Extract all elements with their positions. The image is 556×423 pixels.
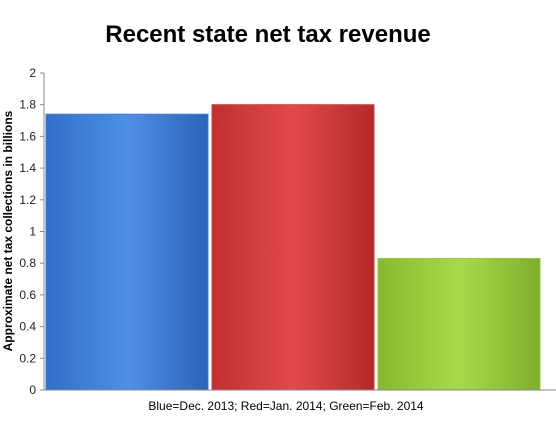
y-tick-label: 0.8 [19, 256, 36, 270]
y-tick-label: 2 [29, 66, 36, 80]
y-tick-label: 0.2 [19, 351, 36, 365]
y-tick-label: 0 [29, 383, 36, 397]
y-tick-label: 1.6 [19, 129, 36, 143]
y-tick-label: 0.6 [19, 288, 36, 302]
bars [45, 104, 541, 391]
y-axis-label: Approximate net tax collections in billi… [1, 110, 15, 351]
y-tick-label: 1.8 [19, 98, 36, 112]
bar-2 [377, 257, 541, 391]
bar-1 [211, 104, 375, 391]
y-tick-label: 1.2 [19, 193, 36, 207]
y-tick-label: 1 [29, 225, 36, 239]
y-tick-label: 0.4 [19, 320, 36, 334]
x-axis-label: Blue=Dec. 2013; Red=Jan. 2014; Green=Feb… [148, 399, 424, 413]
chart-title: Recent state net tax revenue [105, 21, 430, 48]
y-tick-label: 1.4 [19, 161, 36, 175]
y-ticks: 0 0.2 0.4 0.6 0.8 1 1.2 1.4 1.6 1.8 2 [19, 66, 44, 397]
bar-0 [45, 113, 209, 391]
